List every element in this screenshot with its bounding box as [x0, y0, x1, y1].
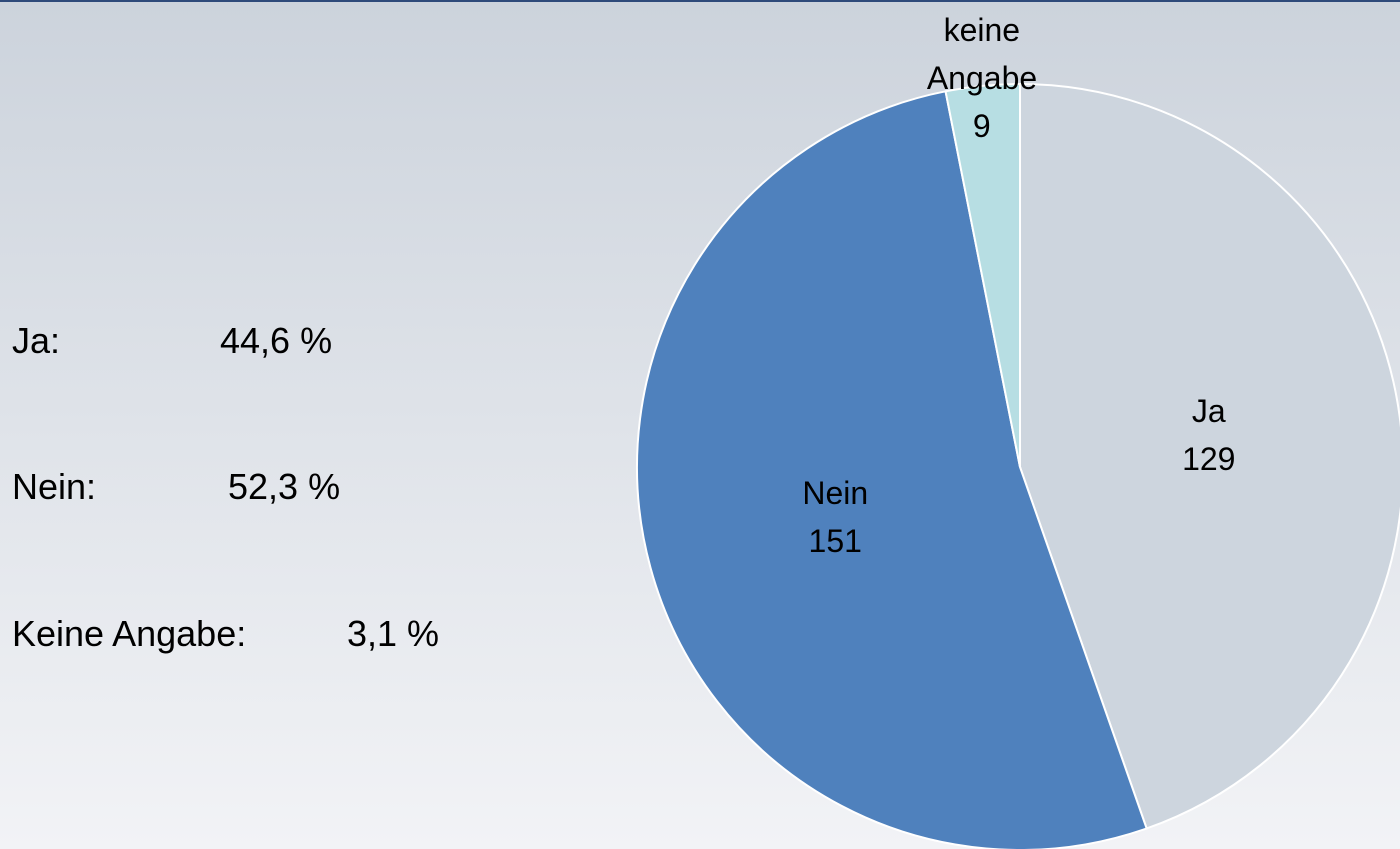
slice-label: keine Angabe 9: [902, 6, 1062, 150]
summary-label: Ja:: [12, 320, 61, 361]
slice-category: keine Angabe: [926, 12, 1038, 97]
slice-category: Ja: [1191, 392, 1226, 429]
pie-slice: [1019, 82, 1400, 830]
summary-label: Nein:: [12, 466, 97, 507]
summary-percent: 44,6 %: [220, 320, 333, 361]
summary-percent: 52,3 %: [228, 466, 341, 507]
summary-percent: 3,1 %: [347, 613, 440, 654]
pie-slice: [944, 82, 1021, 468]
slice-value: 9: [972, 108, 991, 145]
summary-label: Keine Angabe:: [12, 613, 247, 654]
pie-slice: [636, 90, 1148, 849]
slice-label: Ja 129: [1129, 387, 1289, 483]
slice-value: 151: [808, 523, 862, 560]
slice-label: Nein 151: [755, 469, 915, 565]
slice-value: 129: [1182, 440, 1236, 477]
slice-category: Nein: [802, 475, 869, 512]
